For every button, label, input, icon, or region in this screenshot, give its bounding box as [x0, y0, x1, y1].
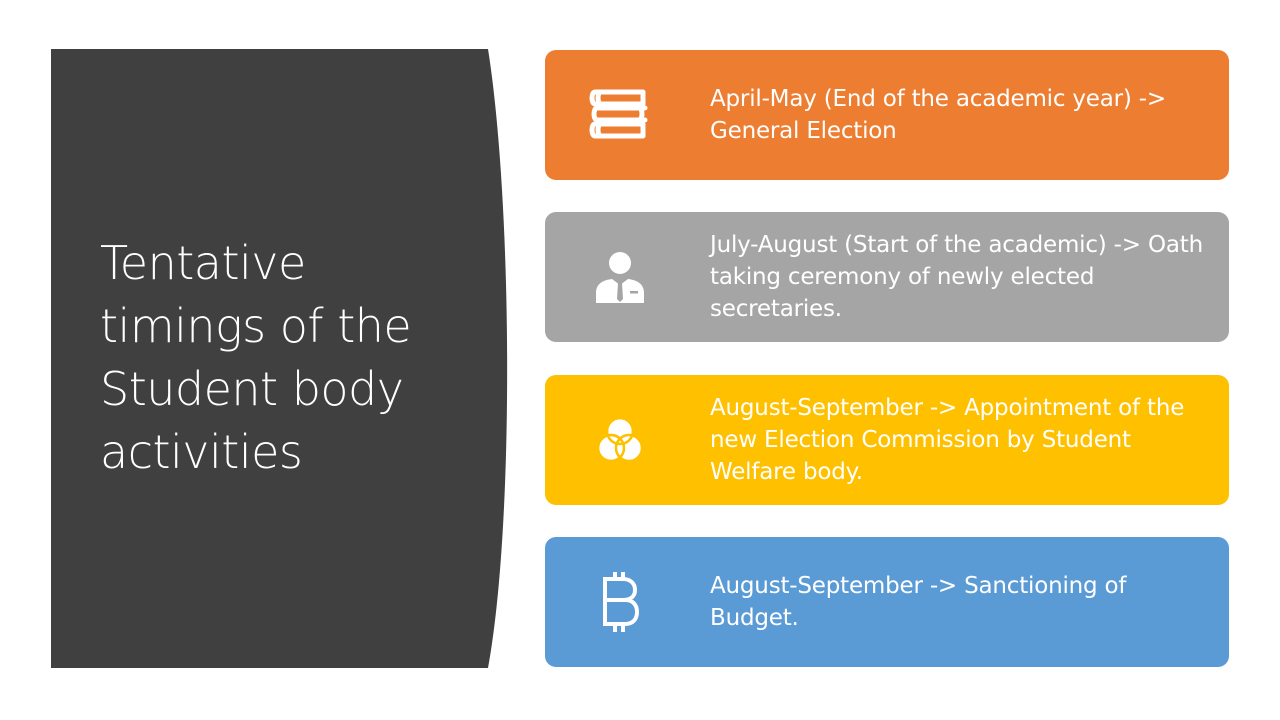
books-icon	[585, 80, 655, 150]
person-with-tie-icon	[585, 242, 655, 312]
bitcoin-icon	[585, 567, 655, 637]
timeline-card-general-election: April-May (End of the academic year) -> …	[545, 50, 1229, 180]
slide-title: Tentative timings of the Student body ac…	[100, 236, 412, 479]
timeline-card-election-commission: August-September -> Appointment of the n…	[545, 375, 1229, 505]
card-text: August-September -> Appointment of the n…	[710, 395, 1185, 485]
card-text: August-September -> Sanctioning of Budge…	[710, 573, 1127, 631]
card-text: July-August (Start of the academic) -> O…	[710, 232, 1203, 322]
card-text: April-May (End of the academic year) -> …	[710, 86, 1166, 144]
venn-diagram-icon	[585, 405, 655, 475]
timeline-card-oath-ceremony: July-August (Start of the academic) -> O…	[545, 212, 1229, 342]
title-panel-shape	[51, 49, 508, 668]
timeline-card-budget: August-September -> Sanctioning of Budge…	[545, 537, 1229, 667]
